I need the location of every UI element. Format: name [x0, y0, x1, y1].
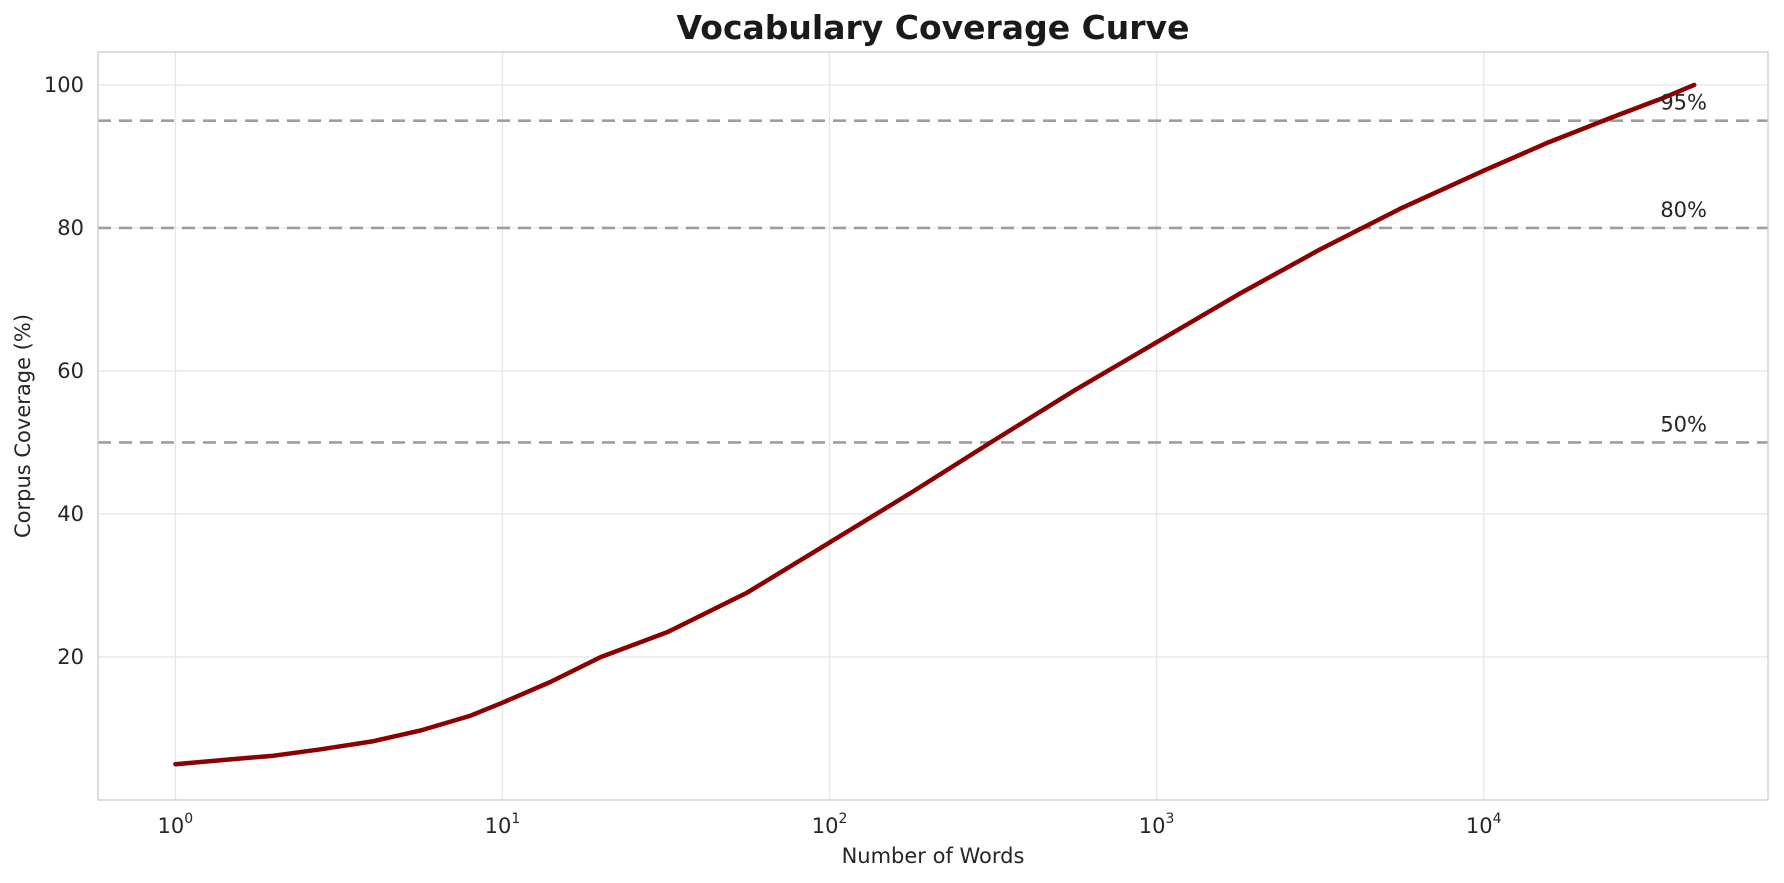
grid-layer	[98, 52, 1768, 800]
y-tick-label: 80	[57, 216, 84, 240]
reference-label-95: 95%	[1660, 91, 1707, 115]
x-tick-labels: 100 101 102 103 104	[158, 811, 1502, 838]
y-axis-label: Corpus Coverage (%)	[11, 314, 35, 538]
reference-annotations: 50% 80% 95%	[1660, 91, 1707, 437]
y-tick-label: 60	[57, 359, 84, 383]
plot-border	[97, 51, 1769, 801]
chart-title: Vocabulary Coverage Curve	[677, 8, 1190, 47]
reference-lines-layer	[98, 119, 1768, 444]
x-tick-label: 104	[1466, 811, 1502, 838]
y-tick-label: 20	[57, 645, 84, 669]
x-tick-label: 101	[485, 811, 521, 838]
y-tick-label: 40	[57, 502, 84, 526]
x-tick-label: 100	[158, 811, 194, 838]
y-tick-label: 100	[44, 73, 84, 97]
x-tick-label: 103	[1139, 811, 1175, 838]
reference-label-50: 50%	[1660, 412, 1707, 436]
coverage-curve-line	[173, 82, 1697, 767]
reference-label-80: 80%	[1660, 198, 1707, 222]
y-tick-labels: 20 40 60 80 100	[44, 73, 84, 669]
x-axis-label: Number of Words	[842, 844, 1025, 868]
x-tick-label: 102	[812, 811, 848, 838]
